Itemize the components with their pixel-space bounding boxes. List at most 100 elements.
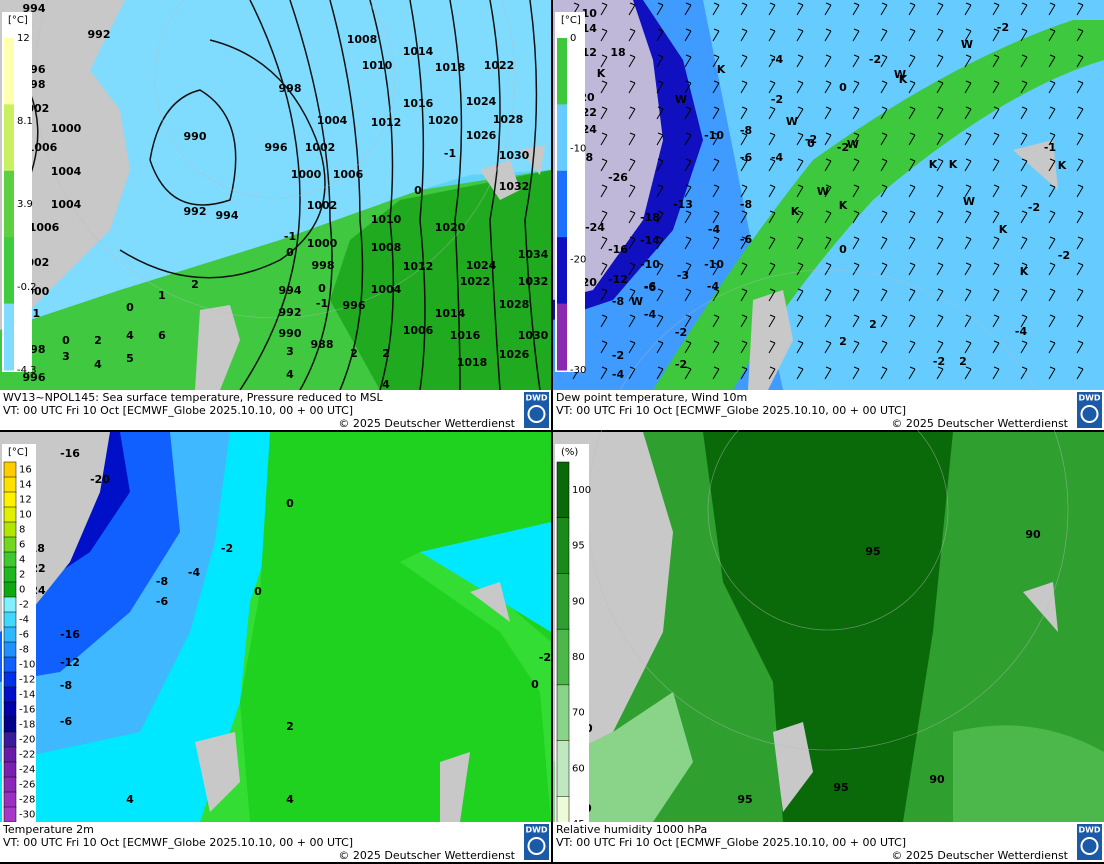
caption-bg xyxy=(0,822,551,862)
logo-swirl xyxy=(527,405,546,423)
caption-copyright: © 2025 Deutscher Wetterdienst xyxy=(338,417,515,430)
map-label: K xyxy=(1058,159,1067,172)
map-label: 1004 xyxy=(51,165,82,178)
map-label: -2 xyxy=(771,93,783,106)
map-label: 1034 xyxy=(518,248,549,261)
map-label: -2 xyxy=(675,358,687,371)
map-label: 988 xyxy=(311,338,334,351)
map-label: 0 xyxy=(839,81,847,94)
map-label: -14 xyxy=(640,234,660,247)
map-label: 0 xyxy=(286,497,294,510)
caption-title: Dew point temperature, Wind 10m xyxy=(556,391,747,404)
legend-label: -20 xyxy=(570,254,586,265)
map-label: 0 xyxy=(286,246,294,259)
legend-swatch xyxy=(3,506,17,523)
map-label: 1004 xyxy=(371,283,402,296)
map-label: 0 xyxy=(62,334,70,347)
legend-swatch xyxy=(557,104,567,172)
map-label: -2 xyxy=(1028,201,1040,214)
map-label: 996 xyxy=(23,371,46,384)
map-label: 2 xyxy=(869,318,877,331)
map-label: -2 xyxy=(837,141,849,154)
legend-swatch xyxy=(3,806,17,823)
map-label: K xyxy=(1020,265,1029,278)
caption-copyright: © 2025 Deutscher Wetterdienst xyxy=(891,417,1068,430)
map-label: 1004 xyxy=(51,198,82,211)
map-label: 95 xyxy=(737,793,752,806)
map-label: 996 xyxy=(343,299,366,312)
map-label: 994 xyxy=(279,284,302,297)
map-label: 990 xyxy=(279,327,302,340)
map-label: 994 xyxy=(216,209,239,222)
map-label: -8 xyxy=(740,198,752,211)
legend-swatch xyxy=(4,104,14,172)
map-label: 0 xyxy=(318,282,326,295)
map-label: K xyxy=(597,67,606,80)
legend-unit: (%) xyxy=(561,447,578,458)
legend-swatch xyxy=(4,237,14,305)
caption-bg xyxy=(553,390,1104,430)
legend-swatch xyxy=(557,237,567,305)
map-label: 90 xyxy=(929,773,945,786)
map-label: 3 xyxy=(286,345,294,358)
legend-swatch xyxy=(556,740,570,798)
map-label: W xyxy=(631,295,643,308)
map-label: W xyxy=(847,138,859,151)
legend-label: 80 xyxy=(572,652,585,663)
map-label: 1006 xyxy=(27,141,58,154)
legend-label: 60 xyxy=(572,763,585,774)
map-label: 1022 xyxy=(484,59,515,72)
map-label: 2 xyxy=(286,720,294,733)
legend-unit: [°C] xyxy=(561,15,581,26)
map-label: -1 xyxy=(284,230,296,243)
map-label: 996 xyxy=(265,141,288,154)
panel-overlay: -16-20-182224-2-4-8-6-16-12-8-6002440-21… xyxy=(0,444,551,862)
caption-valid: VT: 00 UTC Fri 10 Oct [ECMWF_Globe 2025.… xyxy=(556,836,906,849)
map-label: W xyxy=(961,38,973,51)
caption-valid: VT: 00 UTC Fri 10 Oct [ECMWF_Globe 2025.… xyxy=(556,404,906,417)
map-label: 1012 xyxy=(371,116,402,129)
panel-overlay: 9949929969981002100010061004100410061002… xyxy=(0,2,551,430)
legend-label: 8 xyxy=(19,525,25,536)
map-label: -3 xyxy=(677,269,689,282)
legend-swatch xyxy=(3,626,17,643)
legend-label: 90 xyxy=(572,596,585,607)
legend-swatch xyxy=(3,566,17,583)
map-label: 1006 xyxy=(333,168,364,181)
map-label: 1018 xyxy=(435,61,466,74)
panel-overlay: -10-14-12 18K20-22-24-8-26-18-24-16-14-10… xyxy=(553,7,1104,430)
legend-unit: [°C] xyxy=(8,15,28,26)
legend-label: -4 xyxy=(19,615,29,626)
map-label: 1024 xyxy=(466,259,497,272)
map-label: K xyxy=(929,158,938,171)
map-label: W xyxy=(675,93,687,106)
map-label: -4 xyxy=(708,223,721,236)
legend-swatch xyxy=(556,684,570,742)
map-label: K xyxy=(899,73,908,86)
map-label: 1006 xyxy=(403,324,434,337)
legend-label: -22 xyxy=(19,750,35,761)
legend-label: 70 xyxy=(572,708,585,719)
legend-label: 16 xyxy=(19,465,32,476)
map-label: 1 xyxy=(158,289,166,302)
map-label: 0 xyxy=(254,585,262,598)
legend-label: -4.3 xyxy=(17,365,37,376)
legend-label: -10 xyxy=(19,660,35,671)
legend-label: -28 xyxy=(19,795,35,806)
caption-valid: VT: 00 UTC Fri 10 Oct [ECMWF_Globe 2025.… xyxy=(3,404,353,417)
panel-overlay: 95909595909060100959080706045(%)Relative… xyxy=(553,444,1104,862)
legend-swatch xyxy=(3,581,17,598)
map-label: K xyxy=(791,205,800,218)
map-label: 1020 xyxy=(435,221,466,234)
map-label: -6 xyxy=(644,280,657,293)
legend-swatch xyxy=(556,461,570,519)
logo-swirl xyxy=(527,837,546,855)
map-label: 2 xyxy=(839,335,847,348)
legend-swatch xyxy=(3,761,17,778)
map-label: 998 xyxy=(312,259,335,272)
map-label: 2 xyxy=(382,347,390,360)
map-label: -16 xyxy=(608,243,628,256)
map-label: 1028 xyxy=(493,113,524,126)
legend-label: -12 xyxy=(19,675,35,686)
legend-swatch xyxy=(556,628,570,686)
